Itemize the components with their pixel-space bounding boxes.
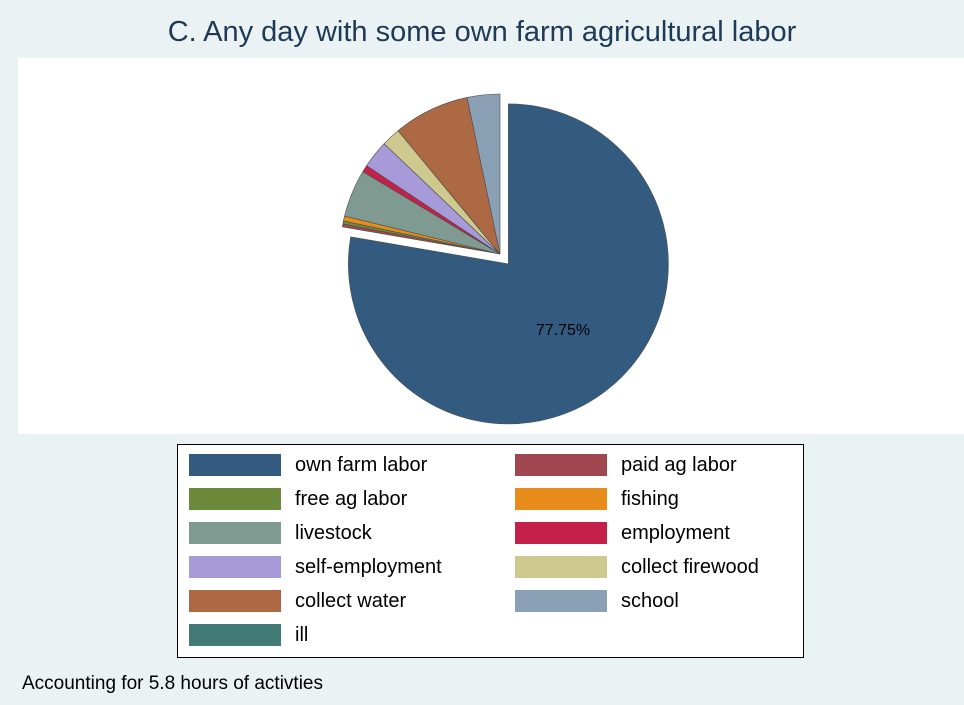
legend-label: ill (295, 623, 309, 646)
chart-title: C. Any day with some own farm agricultur… (167, 16, 797, 48)
legend-label: collect water (295, 589, 407, 612)
legend-label: livestock (295, 521, 372, 544)
legend-swatch (189, 522, 281, 544)
legend-item: collect firewood (515, 555, 759, 579)
legend-item: paid ag labor (515, 453, 737, 477)
legend-label: collect firewood (621, 555, 759, 578)
legend-item: school (515, 589, 679, 613)
legend-swatch (515, 488, 607, 510)
legend-item: collect water (189, 589, 406, 613)
legend-label: free ag labor (295, 487, 408, 510)
legend-swatch (189, 488, 281, 510)
legend-item: employment (515, 521, 730, 545)
legend-swatch (515, 522, 607, 544)
legend-swatch (189, 590, 281, 612)
legend-item: own farm labor (189, 453, 427, 477)
legend-label: paid ag labor (621, 453, 737, 476)
legend-label: fishing (621, 487, 679, 510)
legend-label: own farm labor (295, 453, 428, 476)
legend-swatch (515, 454, 607, 476)
legend: own farm labor paid ag labor free ag labor… (177, 444, 804, 658)
chart-note: Accounting for 5.8 hours of activties (22, 673, 323, 694)
legend-swatch (189, 624, 281, 646)
legend-item: free ag labor (189, 487, 407, 511)
slice-value-label: 77.75% (536, 322, 590, 339)
legend-swatch (189, 556, 281, 578)
legend-label: self-employment (295, 555, 442, 578)
legend-item: self-employment (189, 555, 442, 579)
pie-slice-own-farm-labor (348, 103, 669, 425)
legend-item: ill (189, 623, 308, 647)
legend-label: school (621, 589, 679, 612)
legend-swatch (515, 556, 607, 578)
legend-item: livestock (189, 521, 372, 545)
legend-swatch (515, 590, 607, 612)
legend-item: fishing (515, 487, 679, 511)
pie-chart: 77.75% (341, 93, 669, 425)
legend-label: employment (621, 521, 730, 544)
plot-area: 77.75% (18, 58, 964, 434)
pie-slice-school (466, 93, 501, 255)
legend-swatch (189, 454, 281, 476)
